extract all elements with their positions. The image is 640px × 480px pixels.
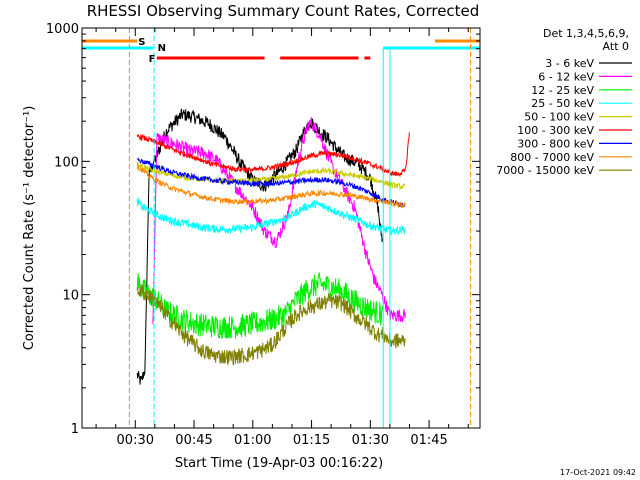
chart-title: RHESSI Observing Summary Count Rates, Co… xyxy=(87,2,480,20)
x-axis-label: Start Time (19-Apr-03 00:16:22) xyxy=(175,456,383,471)
y-tick-label: 100 xyxy=(54,155,79,170)
night-flag-label: N xyxy=(158,43,166,54)
y-tick-label: 1000 xyxy=(46,22,79,37)
x-tick-label: 01:15 xyxy=(293,433,330,448)
legend-header-detectors: Det 1,3,4,5,6,9, xyxy=(543,27,629,40)
flags-layer: S NF xyxy=(82,28,480,428)
x-tick-label: 01:30 xyxy=(352,433,389,448)
x-tick-label: 01:00 xyxy=(234,433,271,448)
legend-label-7: 300 - 800 keV xyxy=(517,137,594,150)
y-axis-label: Corrected Count Rate (s⁻¹ detector⁻¹) xyxy=(22,106,37,351)
legend-label-4: 25 - 50 keV xyxy=(531,97,594,110)
axes-layer: 00:30 00:45 01:00 01:15 01:30 01:45 1 10 100 1000 xyxy=(46,22,480,448)
legend-label-5: 50 - 100 keV xyxy=(524,111,594,124)
series-line-6 xyxy=(136,132,410,178)
y-tick-label: 1 xyxy=(71,422,79,437)
series-line-8 xyxy=(136,164,406,209)
legend-label-2: 6 - 12 keV xyxy=(538,70,594,83)
legend-label-3: 12 - 25 keV xyxy=(531,84,594,97)
y-tick-label: 10 xyxy=(62,289,79,304)
x-tick-label: 00:30 xyxy=(117,433,154,448)
legend-header-attenuator: Att 0 xyxy=(603,40,629,53)
legend-label-1: 3 - 6 keV xyxy=(545,57,594,70)
series-line-4 xyxy=(136,197,406,236)
series-line-7 xyxy=(136,157,406,208)
series-line-3 xyxy=(136,272,384,339)
series-line-9 xyxy=(136,284,406,366)
legend-label-6: 100 - 300 keV xyxy=(517,124,594,137)
series-layer xyxy=(136,108,410,385)
legend-label-8: 800 - 7000 keV xyxy=(510,151,594,164)
plot-frame xyxy=(81,27,481,429)
legend-label-9: 7000 - 15000 keV xyxy=(496,164,594,177)
series-line-2 xyxy=(152,117,406,325)
x-tick-label: 01:45 xyxy=(410,433,447,448)
saa-flag-label: S xyxy=(138,37,145,48)
footer-date: 17-Oct-2021 09:42 xyxy=(560,468,636,477)
flare-flag-label: F xyxy=(149,54,156,65)
x-tick-label: 00:45 xyxy=(175,433,212,448)
